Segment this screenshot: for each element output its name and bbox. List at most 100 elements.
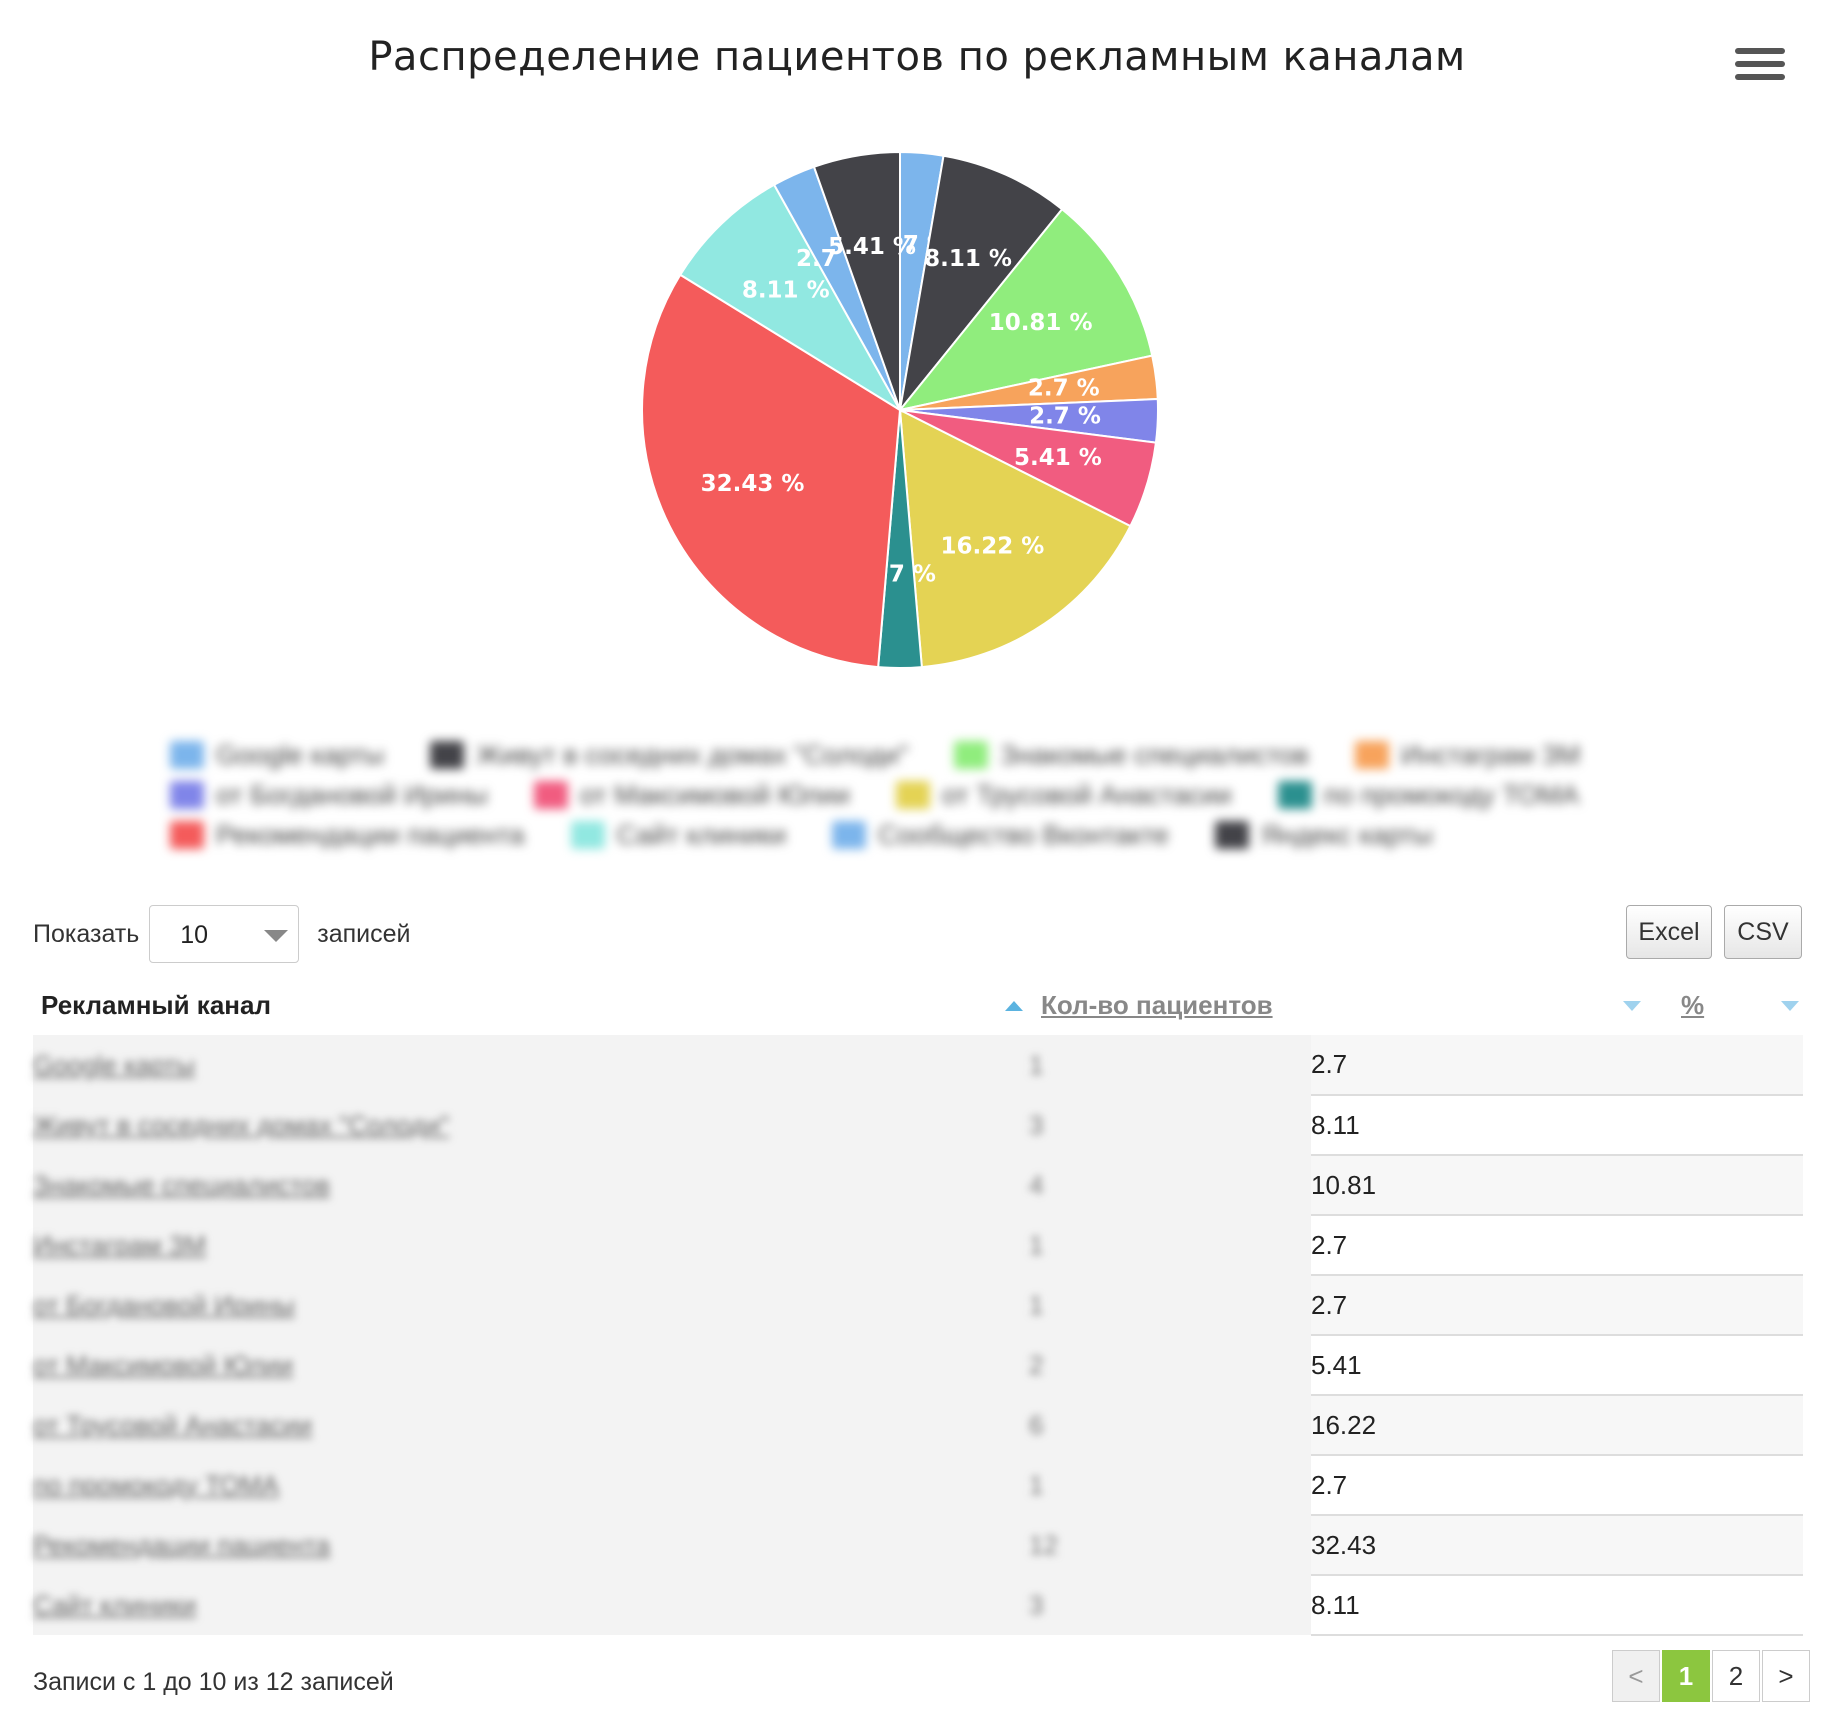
channel-link[interactable]: Google карты [33, 1049, 195, 1080]
legend-label: Рекомендации пациента [216, 819, 525, 850]
column-header-percent-label: % [1681, 989, 1705, 1020]
legend-label: Сообщество Вконтакте [878, 819, 1169, 850]
table-row: от Богдановой Ирины 1 2.7 [33, 1275, 1803, 1336]
table-row: Знакомые специалистов 4 10.81 [33, 1155, 1803, 1216]
legend-label: Живут в соседних домах "Солоди" [476, 739, 909, 770]
channel-link[interactable]: Знакомые специалистов [33, 1169, 330, 1200]
legend-swatch [570, 821, 605, 849]
pie-slice[interactable] [678, 183, 903, 413]
legend-item[interactable]: Знакомые специалистов [954, 740, 1309, 771]
legend-item[interactable]: от Максимовой Юлии [533, 780, 850, 811]
legend-item[interactable]: от Богдановой Ирины [170, 780, 488, 811]
channel-link[interactable]: от Трусовой Анастасии [33, 1409, 313, 1440]
pie-slice[interactable] [898, 154, 1064, 414]
table-row: Google карты 1 2.7 [33, 1035, 1803, 1096]
legend-row: Google карты Живут в соседних домах "Соло… [170, 735, 1690, 775]
legend-label: от Богдановой Ирины [216, 779, 488, 810]
pagination-prev-button[interactable]: < [1612, 1650, 1660, 1702]
count-value: 1 [1029, 1229, 1044, 1260]
sort-asc-icon[interactable] [1005, 1001, 1023, 1011]
sort-desc-icon[interactable] [1623, 1001, 1641, 1011]
channel-link[interactable]: Сайт клиники [33, 1589, 197, 1620]
pie-chart: 2.7 %8.11 %10.81 %2.7 %2.7 %5.41 %16.22 … [641, 150, 1160, 669]
column-header-count[interactable]: Кол-во пациентов [1029, 975, 1641, 1035]
count-value: 1 [1029, 1469, 1044, 1500]
column-header-percent[interactable]: % [1311, 975, 1803, 1035]
channel-link[interactable]: Живут в соседних домах "Солоди" [33, 1109, 450, 1140]
pagination-page-1[interactable]: 1 [1662, 1650, 1710, 1702]
legend-label: от Трусовой Анастасии [941, 779, 1232, 810]
legend-swatch [954, 741, 989, 769]
channel-cell: Google карты [33, 1035, 1029, 1095]
legend-label: Google карты [216, 739, 385, 770]
legend-item[interactable]: по промокоду ТОМА [1277, 779, 1580, 811]
channels-table: Рекламный канал Кол-во пациентов % Googl… [33, 975, 1803, 1636]
count-value: 2 [1029, 1349, 1044, 1380]
channel-link[interactable]: от Богдановой Ирины [33, 1289, 295, 1320]
percent-cell: 2.7 [1311, 1035, 1803, 1096]
pie-slice-label: 2.7 % [1028, 375, 1100, 401]
count-cell: 6 [1029, 1395, 1311, 1455]
legend-item[interactable]: Инстаграм ЗМ [1354, 739, 1581, 771]
percent-cell: 5.41 [1311, 1335, 1803, 1396]
legend-item[interactable]: Сайт клиники [570, 820, 786, 851]
legend-item[interactable]: Яндекс карты [1214, 820, 1433, 851]
channel-link[interactable]: по промокоду ТОМА [33, 1469, 279, 1500]
percent-cell: 2.7 [1311, 1275, 1803, 1336]
count-value: 3 [1029, 1589, 1044, 1620]
legend-swatch [533, 781, 568, 809]
pie-slice[interactable] [641, 273, 902, 669]
legend-swatch [1214, 821, 1249, 849]
legend-swatch [1277, 781, 1312, 809]
legend-label: Инстаграм ЗМ [1400, 739, 1581, 770]
legend-label: по промокоду ТОМА [1323, 779, 1580, 810]
legend-swatch [832, 821, 867, 849]
channel-link[interactable]: Инстаграм ЗМ [33, 1229, 206, 1260]
channel-cell: Знакомые специалистов [33, 1155, 1029, 1215]
channel-link[interactable]: от Максимовой Юлии [33, 1349, 293, 1380]
pie-slice[interactable] [897, 207, 1154, 412]
sort-desc-icon[interactable] [1781, 1001, 1799, 1011]
pagination-page-2[interactable]: 2 [1712, 1650, 1760, 1702]
legend-swatch [170, 781, 204, 809]
pie-slice[interactable] [812, 150, 901, 411]
column-header-channel-label: Рекламный канал [41, 989, 271, 1020]
excel-export-button[interactable]: Excel [1626, 905, 1712, 959]
legend-swatch [170, 741, 204, 769]
pie-slice-label: 5.41 % [828, 234, 916, 260]
hamburger-menu-icon[interactable] [1735, 48, 1785, 88]
page-size-select[interactable]: 10 [149, 905, 300, 963]
pie-slice-label: 5.41 % [1014, 445, 1102, 471]
count-cell: 12 [1029, 1515, 1311, 1575]
table-row: от Максимовой Юлии 2 5.41 [33, 1335, 1803, 1396]
percent-cell: 2.7 [1311, 1215, 1803, 1276]
count-value: 6 [1029, 1409, 1044, 1440]
csv-export-button[interactable]: CSV [1724, 905, 1802, 959]
channel-cell: по промокоду ТОМА [33, 1455, 1029, 1515]
pagination-next-button[interactable]: > [1762, 1650, 1810, 1702]
legend-item[interactable]: Сообщество Вконтакте [832, 820, 1169, 851]
channel-cell: Сайт клиники [33, 1575, 1029, 1635]
count-value: 3 [1029, 1109, 1044, 1140]
legend-swatch [430, 741, 465, 769]
table-header-row: Рекламный канал Кол-во пациентов % [33, 975, 1803, 1035]
table-info: Записи с 1 до 10 из 12 записей [33, 1668, 394, 1696]
pie-slice-label: 8.11 % [742, 277, 830, 303]
legend-item[interactable]: Google карты [170, 740, 384, 771]
percent-cell: 2.7 [1311, 1455, 1803, 1516]
page-size-value: 10 [180, 921, 209, 949]
pie-slice-label: 32.43 % [701, 471, 805, 497]
pie-slice[interactable] [898, 408, 1132, 669]
legend-item[interactable]: от Трусовой Анастасии [895, 779, 1232, 811]
legend-row: от Богдановой Ирины от Максимовой Юлии от … [170, 775, 1690, 815]
column-header-channel[interactable]: Рекламный канал [33, 975, 1029, 1035]
page-size-control: Показать 10 записей [33, 905, 411, 963]
legend-item[interactable]: Живут в соседних домах "Солоди" [430, 740, 908, 771]
legend-swatch [1354, 741, 1389, 769]
legend-item[interactable]: Рекомендации пациента [170, 820, 525, 851]
channel-link[interactable]: Рекомендации пациента [33, 1529, 331, 1560]
channel-cell: Инстаграм ЗМ [33, 1215, 1029, 1275]
count-value: 4 [1029, 1169, 1044, 1200]
count-cell: 3 [1029, 1095, 1311, 1155]
count-value: 1 [1029, 1289, 1044, 1320]
